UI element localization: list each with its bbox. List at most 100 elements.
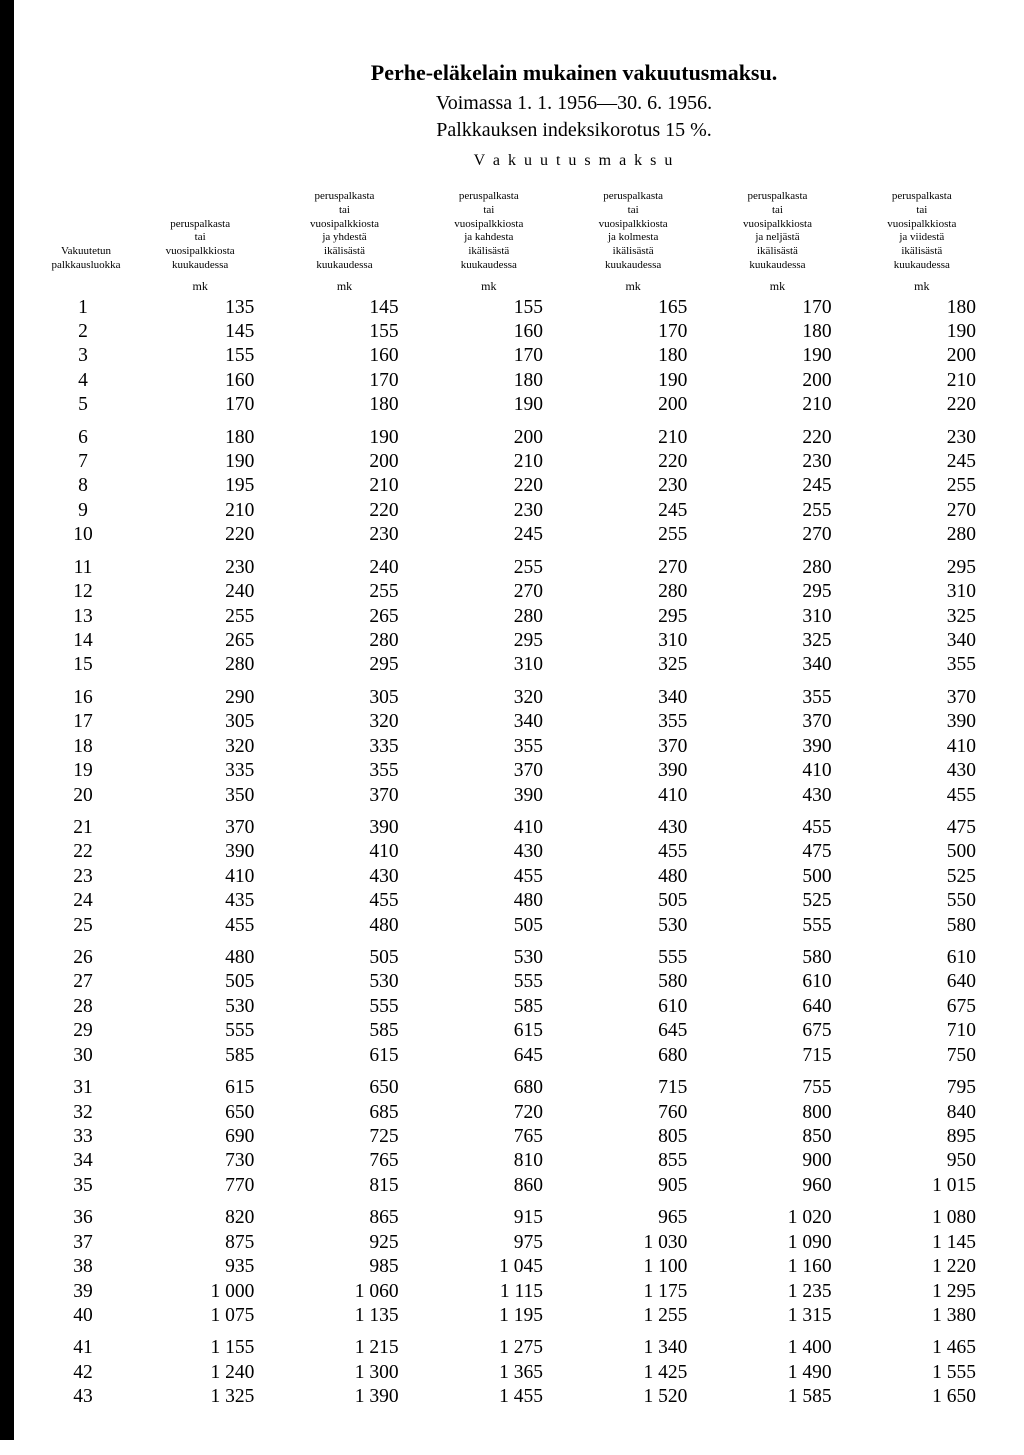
cell-value: 220 — [850, 393, 994, 417]
table-row: 391 0001 0601 1151 1751 2351 295 — [44, 1280, 994, 1304]
cell-value: 290 — [128, 686, 272, 710]
cell-value: 340 — [850, 629, 994, 653]
cell-value: 200 — [705, 369, 849, 393]
cell-value: 370 — [850, 686, 994, 710]
cell-value: 580 — [705, 946, 849, 970]
cell-value: 850 — [705, 1125, 849, 1149]
table-row: 22390410430455475500 — [44, 840, 994, 864]
cell-value: 170 — [561, 320, 705, 344]
cell-value: 455 — [128, 914, 272, 938]
cell-value: 160 — [417, 320, 561, 344]
cell-value: 1 585 — [705, 1385, 849, 1409]
cell-value: 1 380 — [850, 1304, 994, 1328]
cell-value: 390 — [561, 759, 705, 783]
row-label: 41 — [44, 1336, 128, 1360]
cell-value: 200 — [561, 393, 705, 417]
table-header: Vakuutetun palkkausluokka peruspalkasta … — [44, 188, 994, 296]
cell-value: 1 425 — [561, 1361, 705, 1385]
cell-value: 230 — [850, 426, 994, 450]
cell-value: 240 — [128, 580, 272, 604]
cell-value: 650 — [128, 1101, 272, 1125]
row-label: 26 — [44, 946, 128, 970]
row-label: 32 — [44, 1101, 128, 1125]
row-label: 1 — [44, 296, 128, 320]
cell-value: 200 — [850, 344, 994, 368]
cell-value: 1 275 — [417, 1336, 561, 1360]
row-label: 16 — [44, 686, 128, 710]
cell-value: 390 — [128, 840, 272, 864]
row-label: 42 — [44, 1361, 128, 1385]
cell-value: 805 — [561, 1125, 705, 1149]
cell-value: 270 — [705, 523, 849, 547]
row-label: 8 — [44, 474, 128, 498]
table-group: 3161565068071575579532650685720760800840… — [44, 1068, 994, 1198]
cell-value: 750 — [850, 1044, 994, 1068]
cell-value: 530 — [272, 970, 416, 994]
col-header-6: peruspalkasta tai vuosipalkkiosta ja vii… — [850, 188, 994, 277]
row-label: 28 — [44, 995, 128, 1019]
table-row: 431 3251 3901 4551 5201 5851 650 — [44, 1385, 994, 1409]
col-header-5: peruspalkasta tai vuosipalkkiosta ja nel… — [705, 188, 849, 277]
table-row: 2145155160170180190 — [44, 320, 994, 344]
table-row: 411 1551 2151 2751 3401 4001 465 — [44, 1336, 994, 1360]
cell-value: 960 — [705, 1174, 849, 1198]
cell-value: 810 — [417, 1149, 561, 1173]
cell-value: 270 — [850, 499, 994, 523]
cell-value: 555 — [128, 1019, 272, 1043]
cell-value: 1 235 — [705, 1280, 849, 1304]
cell-value: 730 — [128, 1149, 272, 1173]
cell-value: 1 195 — [417, 1304, 561, 1328]
cell-value: 610 — [850, 946, 994, 970]
cell-value: 280 — [705, 556, 849, 580]
row-label: 27 — [44, 970, 128, 994]
cell-value: 1 255 — [561, 1304, 705, 1328]
cell-value: 410 — [417, 816, 561, 840]
table-row: 401 0751 1351 1951 2551 3151 380 — [44, 1304, 994, 1328]
table-row: 9210220230245255270 — [44, 499, 994, 523]
cell-value: 370 — [128, 816, 272, 840]
cell-value: 280 — [128, 653, 272, 677]
cell-value: 475 — [705, 840, 849, 864]
cell-value: 455 — [272, 889, 416, 913]
col-header-1: peruspalkasta tai vuosipalkkiosta kuukau… — [128, 188, 272, 277]
cell-value: 1 240 — [128, 1361, 272, 1385]
row-label: 5 — [44, 393, 128, 417]
table-group: 1629030532034035537017305320340355370390… — [44, 678, 994, 808]
table-row: 17305320340355370390 — [44, 710, 994, 734]
cell-value: 505 — [128, 970, 272, 994]
row-label: 6 — [44, 426, 128, 450]
row-label: 17 — [44, 710, 128, 734]
col-unit-1: mk — [128, 277, 272, 296]
cell-value: 340 — [417, 710, 561, 734]
cell-value: 860 — [417, 1174, 561, 1198]
cell-value: 1 000 — [128, 1280, 272, 1304]
cell-value: 455 — [417, 865, 561, 889]
cell-value: 145 — [272, 296, 416, 320]
cell-value: 355 — [417, 735, 561, 759]
cell-value: 155 — [417, 296, 561, 320]
cell-value: 480 — [417, 889, 561, 913]
cell-value: 390 — [850, 710, 994, 734]
cell-value: 1 300 — [272, 1361, 416, 1385]
cell-value: 680 — [561, 1044, 705, 1068]
cell-value: 295 — [417, 629, 561, 653]
cell-value: 230 — [417, 499, 561, 523]
row-label: 37 — [44, 1231, 128, 1255]
cell-value: 410 — [128, 865, 272, 889]
table-group: 2648050553055558061027505530555580610640… — [44, 938, 994, 1068]
cell-value: 1 340 — [561, 1336, 705, 1360]
cell-value: 685 — [272, 1101, 416, 1125]
row-label: 23 — [44, 865, 128, 889]
cell-value: 325 — [561, 653, 705, 677]
cell-value: 1 090 — [705, 1231, 849, 1255]
cell-value: 875 — [128, 1231, 272, 1255]
cell-value: 170 — [417, 344, 561, 368]
cell-value: 840 — [850, 1101, 994, 1125]
cell-value: 770 — [128, 1174, 272, 1198]
cell-value: 550 — [850, 889, 994, 913]
cell-value: 335 — [128, 759, 272, 783]
row-label: 30 — [44, 1044, 128, 1068]
cell-value: 430 — [417, 840, 561, 864]
cell-value: 155 — [272, 320, 416, 344]
cell-value: 500 — [850, 840, 994, 864]
